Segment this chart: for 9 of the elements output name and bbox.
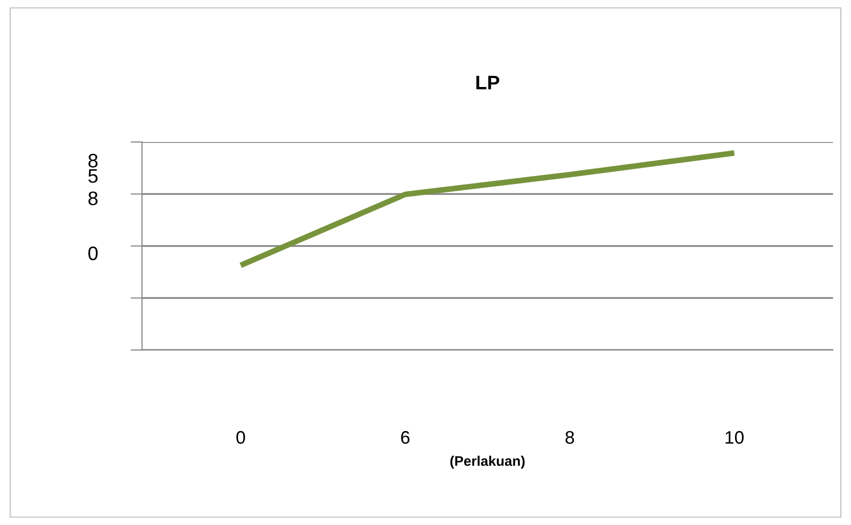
chart-title: LP xyxy=(476,76,500,90)
x-tick-label: 6 xyxy=(401,431,410,444)
text: 8 5 xyxy=(88,154,98,183)
x-tick-label: 8 xyxy=(566,431,574,444)
x-axis-title: (Perlakuan) xyxy=(450,456,525,469)
x-tick-label: 0 xyxy=(236,431,246,444)
text: 8 xyxy=(88,191,98,206)
x-tick-label: 10 xyxy=(726,431,744,444)
text: 0 xyxy=(88,246,98,260)
